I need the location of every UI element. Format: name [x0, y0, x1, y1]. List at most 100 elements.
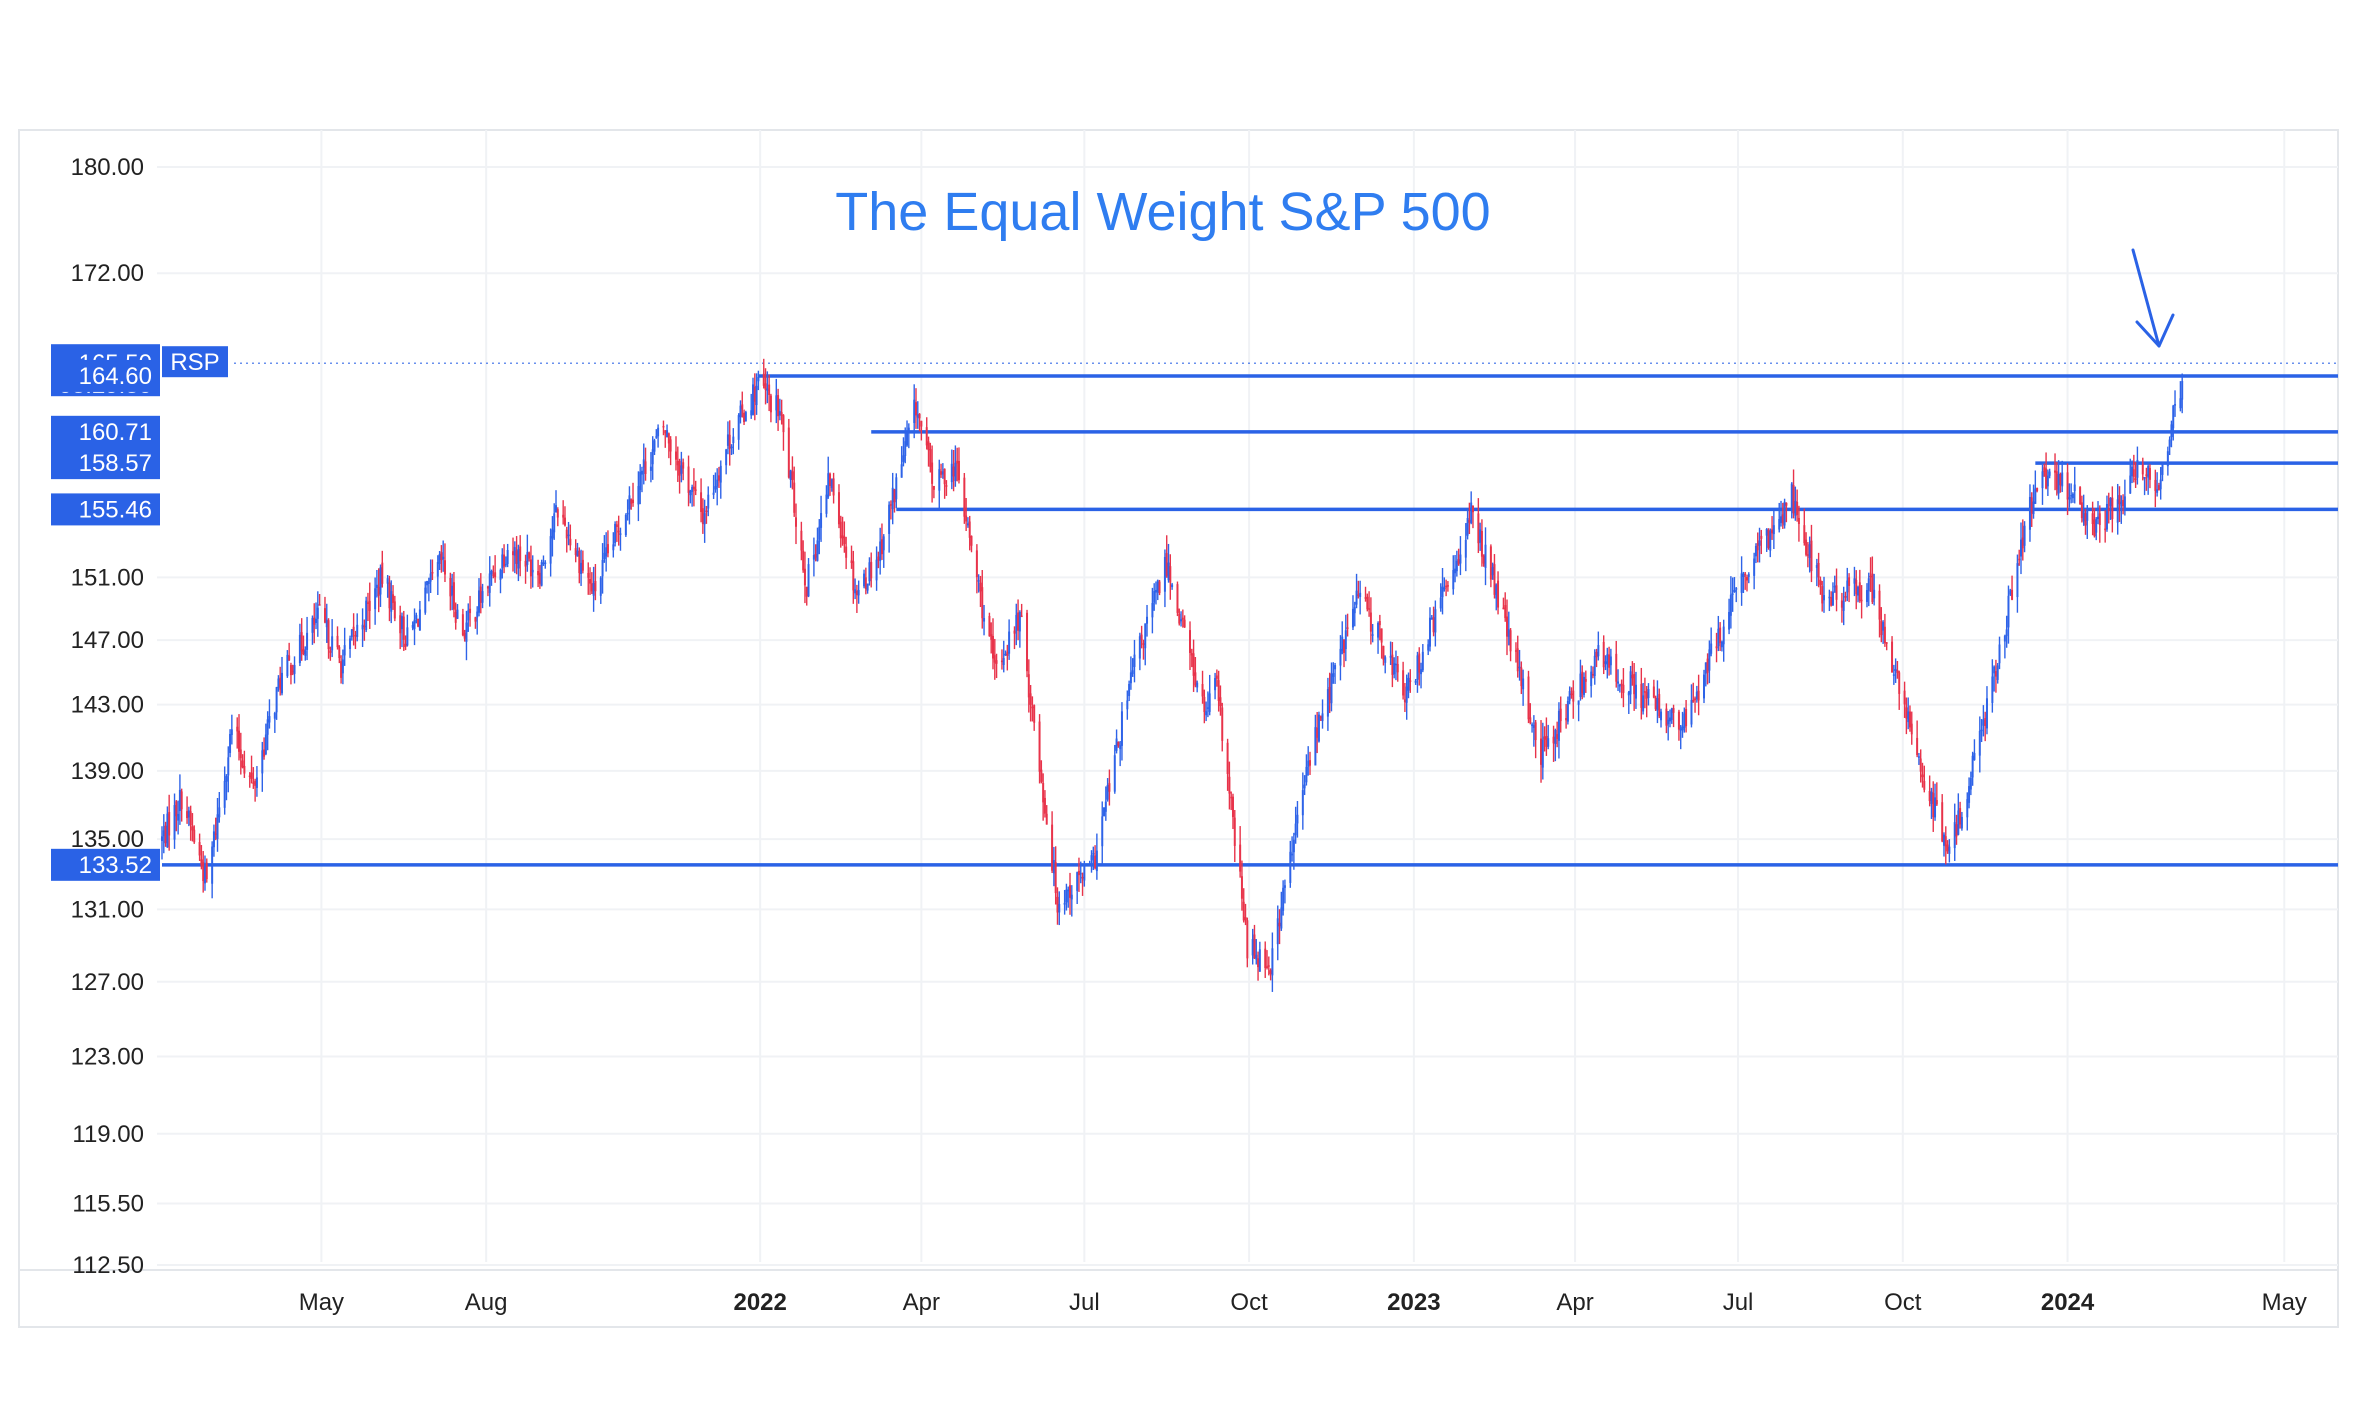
candle-body	[1129, 672, 1132, 684]
candle-body	[1781, 514, 1784, 524]
candle-body	[1489, 546, 1492, 580]
candle-body	[1944, 836, 1947, 847]
candle-body	[1985, 698, 1988, 729]
candle-body	[963, 477, 966, 517]
candle-body	[925, 427, 928, 446]
y-tick-label: 151.00	[71, 564, 144, 591]
candle-body	[1873, 589, 1876, 599]
candle-body	[1264, 948, 1267, 968]
candle-body	[513, 547, 516, 556]
candle-body	[730, 446, 733, 449]
candle-body	[719, 465, 722, 483]
candle-body	[1359, 592, 1362, 598]
candle-body	[637, 486, 640, 505]
candle-body	[893, 489, 896, 503]
candle-body	[1480, 531, 1483, 557]
candle-body	[675, 451, 678, 460]
candle-body	[227, 757, 230, 776]
candle-body	[1590, 671, 1593, 687]
candle-body	[1029, 693, 1032, 705]
candle-body	[2041, 471, 2044, 489]
candle-body	[469, 608, 472, 614]
candle-body	[1543, 736, 1546, 740]
candle-body	[542, 562, 545, 565]
candle-body	[1391, 654, 1394, 675]
candle-body	[2084, 513, 2087, 526]
candle-body	[1778, 519, 1781, 530]
candle-body	[311, 617, 314, 633]
candle-body	[2174, 404, 2177, 406]
candle-body	[891, 487, 894, 510]
candle-body	[390, 591, 393, 612]
candle-body	[644, 461, 647, 474]
candle-body	[574, 548, 577, 556]
candle-body	[2120, 501, 2123, 507]
candle-body	[1142, 643, 1145, 645]
candle-body	[837, 492, 840, 525]
candle-body	[336, 635, 339, 648]
candle-body	[411, 624, 414, 628]
candle-body	[2016, 563, 2019, 598]
candle-body	[298, 634, 301, 664]
candle-body	[1720, 641, 1723, 648]
candle-body	[1744, 573, 1747, 576]
y-tick-label: 115.50	[72, 1191, 144, 1218]
candle-body	[1088, 863, 1091, 865]
candle-body	[624, 514, 627, 536]
candle-body	[2104, 528, 2107, 531]
candle-body	[2181, 381, 2184, 400]
candle-body	[293, 665, 296, 674]
candle-body	[331, 636, 334, 651]
candle-body	[1910, 723, 1913, 735]
candle-body	[1593, 655, 1596, 677]
candle-body	[1144, 623, 1147, 649]
candle-body	[424, 587, 427, 613]
candle-body	[467, 610, 470, 621]
candle-body	[2046, 475, 2049, 487]
candle-body	[1803, 525, 1806, 544]
candle-body	[852, 561, 855, 591]
candle-body	[1271, 948, 1274, 976]
candle-body	[189, 811, 192, 826]
candle-body	[1471, 505, 1474, 513]
candle-body	[1882, 622, 1885, 631]
candle-body	[913, 399, 916, 423]
candle-body	[1808, 544, 1811, 558]
candle-body	[1201, 684, 1204, 697]
candle-body	[1430, 617, 1433, 620]
candle-body	[211, 846, 214, 884]
candle-body	[1002, 658, 1005, 665]
candle-body	[1052, 860, 1055, 874]
candle-body	[1520, 667, 1523, 687]
candle-body	[649, 466, 652, 471]
candle-body	[325, 619, 328, 628]
candle-body	[229, 733, 232, 753]
candle-body	[868, 562, 871, 582]
candle-body	[1146, 616, 1149, 624]
candle-body	[266, 719, 269, 735]
candle-body	[1620, 683, 1623, 686]
candle-body	[1735, 588, 1738, 590]
x-tick-label: Apr	[903, 1289, 940, 1316]
candle-body	[515, 550, 518, 564]
candle-body	[1860, 599, 1863, 602]
candle-body	[1316, 727, 1319, 738]
candle-body	[1591, 674, 1594, 676]
candle-body	[252, 782, 255, 784]
candle-body	[870, 561, 873, 579]
candle-body	[1169, 566, 1172, 583]
candle-body	[1572, 690, 1575, 702]
candle-body	[1527, 676, 1530, 720]
candle-body	[1292, 839, 1295, 853]
candle-body	[1015, 614, 1018, 631]
candle-body	[250, 772, 253, 779]
candle-body	[1898, 672, 1901, 694]
candle-body	[768, 384, 771, 395]
candle-body	[243, 765, 246, 774]
y-tick-label: 172.00	[71, 260, 144, 287]
candle-body	[716, 479, 719, 487]
level-price-label: 155.46	[79, 496, 152, 523]
candle-body	[832, 478, 835, 496]
candle-body	[2068, 497, 2071, 500]
candle-body	[1226, 742, 1229, 774]
